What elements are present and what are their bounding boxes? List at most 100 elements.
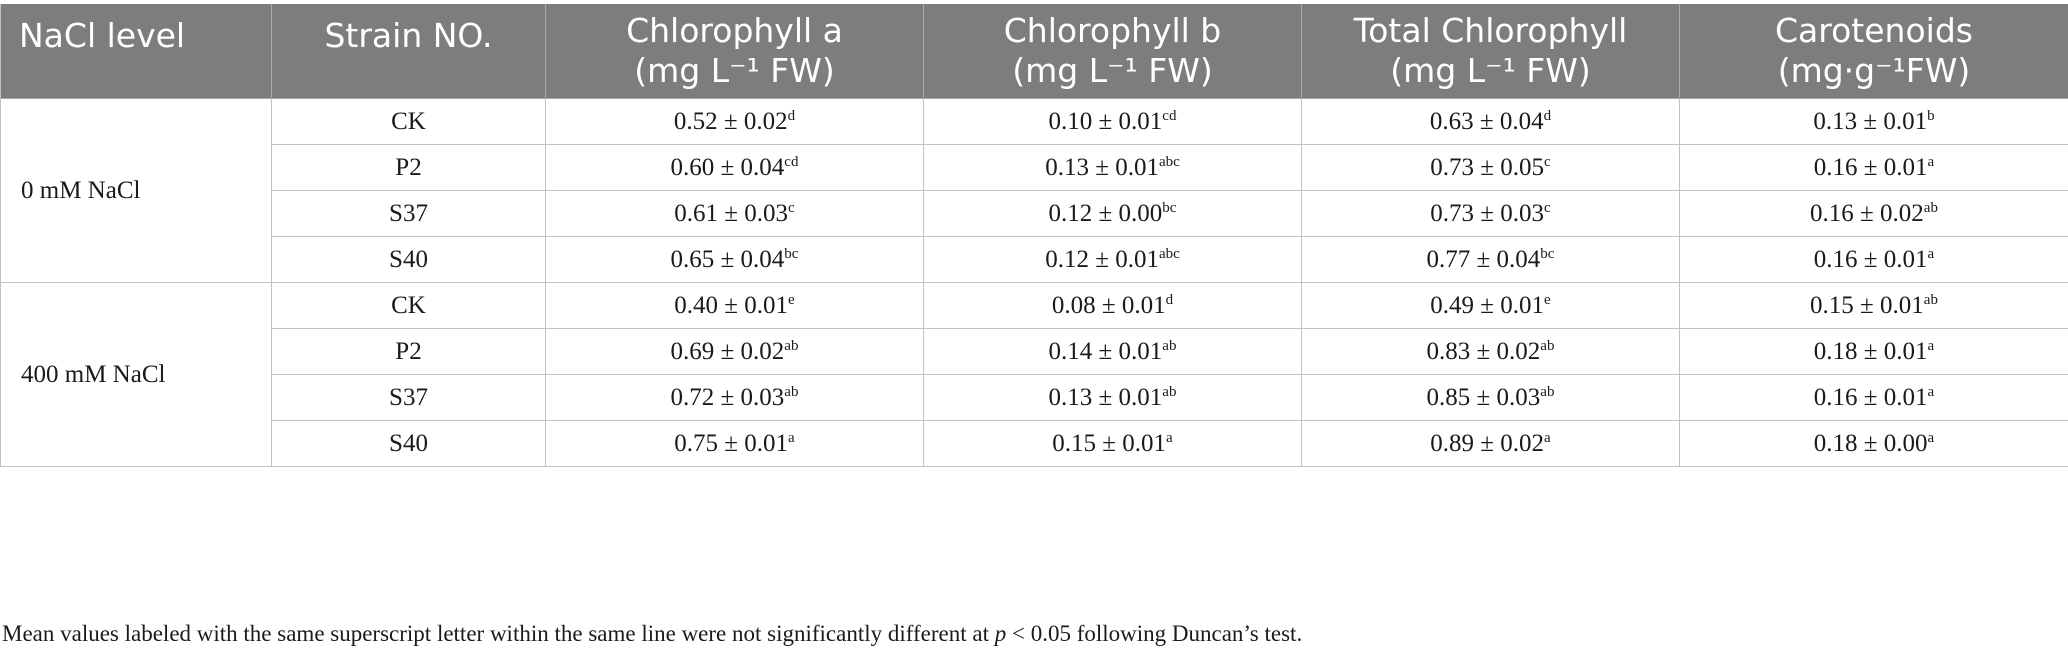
significance-letter: a (1927, 337, 1935, 354)
header-chlorophyll-b: Chlorophyll b (mg L⁻¹ FW) (923, 4, 1302, 99)
value: 0.10 ± 0.01 (1048, 107, 1163, 135)
value: 0.16 ± 0.02 (1810, 199, 1924, 227)
significance-letter: ab (1162, 337, 1177, 354)
nacl-level-cell: 400 mM NaCl (0, 282, 272, 467)
strain-cell: P2 (271, 144, 546, 191)
table-row: P2 0.60 ± 0.04cd 0.13 ± 0.01abc 0.73 ± 0.05… (1, 144, 2068, 191)
carotenoids-cell: 0.16 ± 0.01a (1679, 144, 2068, 191)
significance-letter: bc (784, 245, 799, 262)
chlorophyll-table: NaCl level Strain NO. Chlorophyll a (mg L… (0, 4, 2068, 467)
carotenoids-cell: 0.13 ± 0.01b (1679, 98, 2068, 145)
significance-letter: c (1544, 153, 1551, 170)
total-chlorophyll-cell: 0.49 ± 0.01e (1301, 282, 1680, 329)
total-chlorophyll-cell: 0.63 ± 0.04d (1301, 98, 1680, 145)
strain-cell: CK (271, 282, 546, 329)
nacl-level-cell: 0 mM NaCl (0, 98, 272, 283)
total-chlorophyll-cell: 0.83 ± 0.02ab (1301, 328, 1680, 375)
significance-letter: bc (1162, 199, 1177, 216)
table-row: S40 0.65 ± 0.04bc 0.12 ± 0.01 a bc 0.77 ± 0.0… (1, 236, 2068, 283)
value: 0.61 ± 0.03 (674, 199, 789, 227)
value: 0.63 ± 0.04 (1429, 107, 1544, 135)
table-body: 0 mM NaCl CK 0.52 ± 0.02d 0.10 ± 0.01cd 0.63… (0, 98, 2068, 467)
value: 0.13 ± 0.01 (1045, 153, 1159, 181)
header-nacl-level: NaCl level (0, 4, 272, 99)
value: 0.08 ± 0.01 (1051, 291, 1166, 319)
chlorophyll-b-cell: 0.12 ± 0.00bc (923, 190, 1302, 237)
value: 0.18 ± 0.01 (1813, 337, 1928, 365)
significance-letter: ab (784, 337, 799, 354)
value: 0.16 ± 0.01 (1813, 383, 1928, 411)
significance-letter: ab (784, 383, 799, 400)
value: 0.12 ± 0.00 (1048, 199, 1163, 227)
value: 0.89 ± 0.02 (1430, 429, 1545, 457)
chlorophyll-b-cell: 0.08 ± 0.01d (923, 282, 1302, 329)
table-row: S37 0.61 ± 0.03c 0.12 ± 0.00bc 0.73 ± 0.03c… (1, 190, 2068, 237)
strain-cell: CK (271, 98, 546, 145)
carotenoids-cell: 0.16 ± 0.01a (1679, 374, 2068, 421)
significance-letter: ab (1923, 199, 1938, 216)
header-strain-no: Strain NO. (271, 4, 546, 99)
header-total-chlorophyll: Total Chlorophyll (mg L⁻¹ FW) (1301, 4, 1680, 99)
chlorophyll-b-cell: 0.10 ± 0.01cd (923, 98, 1302, 145)
footnote-text-end: < 0.05 following Duncan’s test. (1006, 621, 1303, 646)
significance-letter: ab (1540, 337, 1555, 354)
significance-letter: ab (1923, 291, 1938, 308)
significance-letter: e (788, 291, 795, 308)
chlorophyll-a-cell: 0.52 ± 0.02d (545, 98, 924, 145)
chlorophyll-b-cell: 0.13 ± 0.01ab (923, 374, 1302, 421)
table-row: S37 0.72 ± 0.03ab 0.13 ± 0.01ab 0.85 ± 0.03… (1, 374, 2068, 421)
value: 0.83 ± 0.02 (1426, 337, 1541, 365)
significance-letter: a (1166, 429, 1173, 446)
total-chlorophyll-cell: 0.77 ± 0.04bc (1301, 236, 1680, 283)
significance-letter: a (788, 429, 795, 446)
value: 0.85 ± 0.03 (1426, 383, 1541, 411)
value: 0.14 ± 0.01 (1048, 337, 1163, 365)
significance-letter: abc (1158, 153, 1180, 170)
value: 0.65 ± 0.04 (670, 245, 785, 273)
chlorophyll-b-cell: 0.15 ± 0.01a (923, 420, 1302, 467)
header-row: NaCl level Strain NO. Chlorophyll a (mg L… (0, 4, 2068, 99)
value: 0.15 ± 0.01 (1052, 429, 1167, 457)
header-line2: (mg L⁻¹ FW) (1012, 51, 1213, 90)
significance-letter: b (1927, 107, 1935, 124)
total-chlorophyll-cell: 0.73 ± 0.03c (1301, 190, 1680, 237)
value: 0.69 ± 0.02 (670, 337, 785, 365)
significance-letter: cd (784, 153, 799, 170)
strain-cell: S40 (271, 420, 546, 467)
header-line2: (mg L⁻¹ FW) (634, 51, 835, 90)
strain-cell: S40 (271, 236, 546, 283)
value: 0.52 ± 0.02 (673, 107, 788, 135)
chlorophyll-b-cell: 0.14 ± 0.01ab (923, 328, 1302, 375)
strain-cell: S37 (271, 374, 546, 421)
value: 0.49 ± 0.01 (1430, 291, 1545, 319)
chlorophyll-a-cell: 0.72 ± 0.03ab (545, 374, 924, 421)
chlorophyll-b-cell: 0.13 ± 0.01abc (923, 144, 1302, 191)
significance-letter: ab (1162, 383, 1177, 400)
value: 0.15 ± 0.01 (1810, 291, 1924, 319)
value: 0.16 ± 0.01 (1813, 153, 1928, 181)
significance-letter: a (1927, 153, 1935, 170)
header-line1: Chlorophyll b (1003, 11, 1222, 50)
table-footnote: Mean values labeled with the same supers… (2, 621, 1302, 647)
value: 0.12 ± 0.01 (1045, 245, 1159, 273)
header-carotenoids: Carotenoids (mg·g⁻¹FW) (1679, 4, 2068, 99)
strain-cell: S37 (271, 190, 546, 237)
carotenoids-cell: 0.18 ± 0.00a (1679, 420, 2068, 467)
significance-letter: a (1927, 429, 1935, 446)
total-chlorophyll-cell: 0.85 ± 0.03ab (1301, 374, 1680, 421)
value: 0.73 ± 0.03 (1430, 199, 1545, 227)
value: 0.73 ± 0.05 (1430, 153, 1545, 181)
significance-letter: c (1544, 199, 1551, 216)
carotenoids-cell: 0.16 ± 0.02ab (1679, 190, 2068, 237)
value: 0.77 ± 0.04 (1426, 245, 1541, 273)
value: 0.72 ± 0.03 (670, 383, 785, 411)
footnote-text: Mean values labeled with the same supers… (2, 621, 995, 646)
chlorophyll-a-cell: 0.40 ± 0.01e (545, 282, 924, 329)
header-chlorophyll-a: Chlorophyll a (mg L⁻¹ FW) (545, 4, 924, 99)
significance-letter: a (1927, 245, 1935, 262)
chlorophyll-a-cell: 0.65 ± 0.04bc (545, 236, 924, 283)
value: 0.75 ± 0.01 (674, 429, 789, 457)
carotenoids-cell: 0.16 ± 0.01a (1679, 236, 2068, 283)
table-header: NaCl level Strain NO. Chlorophyll a (mg L… (0, 4, 2068, 99)
significance-letter: a (1544, 429, 1551, 446)
